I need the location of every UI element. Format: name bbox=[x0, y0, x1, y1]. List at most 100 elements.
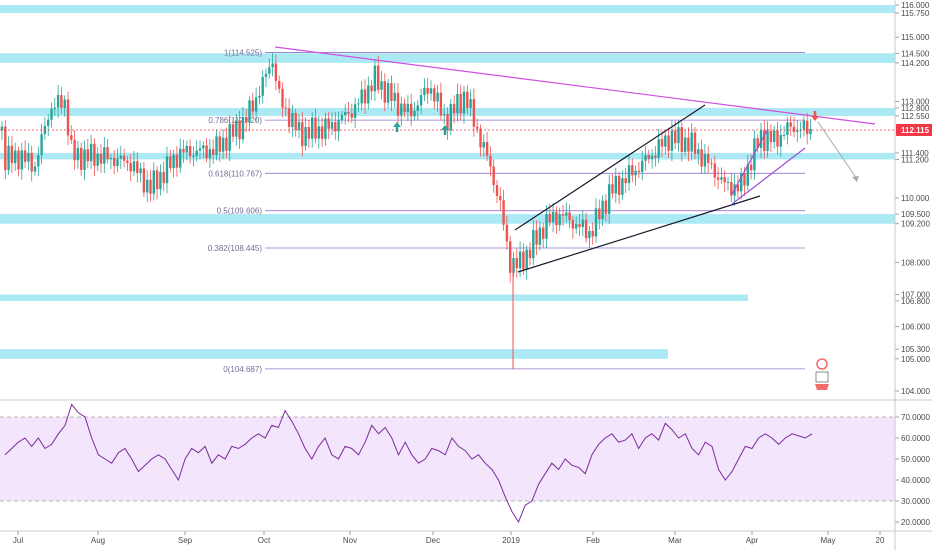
candle-body bbox=[76, 147, 80, 161]
fib-level-label: 0.618(110.767) bbox=[208, 169, 262, 178]
zone-band[interactable] bbox=[0, 214, 895, 224]
candle-body bbox=[690, 132, 693, 152]
candle-body bbox=[162, 171, 165, 184]
candle-body bbox=[50, 108, 53, 120]
candle-body bbox=[650, 155, 654, 160]
drawing-tools[interactable] bbox=[274, 46, 876, 273]
fib-level-label: 0(104.687) bbox=[223, 365, 262, 374]
zone-band[interactable] bbox=[0, 152, 895, 160]
candle-body bbox=[60, 95, 63, 108]
candle-body bbox=[472, 98, 476, 127]
candle-body bbox=[317, 126, 320, 139]
time-axis[interactable]: Jul Aug Sep Oct Nov Dec 2019 Feb Mar Apr May 20 bbox=[13, 531, 885, 545]
candle-body bbox=[113, 157, 116, 167]
candle-body bbox=[707, 154, 710, 163]
candle-body bbox=[680, 127, 683, 152]
candle-body bbox=[377, 65, 380, 90]
wedge-upper-line[interactable] bbox=[731, 128, 769, 195]
candle-body bbox=[647, 155, 650, 160]
channel-lower-line[interactable] bbox=[517, 195, 761, 273]
candle-body bbox=[93, 143, 96, 166]
price-tick-label: 111.200 bbox=[901, 155, 929, 164]
candle-body bbox=[304, 127, 307, 147]
candle-body bbox=[83, 149, 86, 170]
forecast-line[interactable] bbox=[817, 121, 858, 180]
candle-body bbox=[515, 258, 518, 269]
candle-body bbox=[683, 137, 687, 152]
candle-body bbox=[380, 81, 383, 90]
candle-body bbox=[446, 114, 449, 131]
candle-body bbox=[809, 128, 812, 135]
arrow-down-icon[interactable] bbox=[811, 111, 819, 121]
time-tick-label: Aug bbox=[91, 536, 105, 545]
candle-body bbox=[584, 219, 588, 239]
candle-body bbox=[327, 118, 330, 129]
candle-body bbox=[231, 124, 235, 137]
candle-body bbox=[406, 103, 410, 112]
candle-body bbox=[551, 211, 555, 223]
fib-level-label: 0.382(108.445) bbox=[208, 244, 263, 253]
candle-body bbox=[169, 156, 172, 169]
candle-body bbox=[763, 130, 766, 152]
descending-trendline[interactable] bbox=[274, 46, 876, 125]
rsi-line[interactable] bbox=[4, 403, 813, 524]
price-tick-label: 106.800 bbox=[901, 297, 930, 306]
candle-body bbox=[0, 126, 4, 131]
candle-body bbox=[386, 83, 390, 103]
candle-body bbox=[136, 161, 139, 174]
time-tick-label: Apr bbox=[746, 536, 759, 545]
candle-body bbox=[198, 148, 202, 151]
candle-body bbox=[241, 117, 245, 140]
candle-body bbox=[188, 146, 192, 157]
channel-upper-line[interactable] bbox=[514, 104, 706, 231]
wedge-lower-line[interactable] bbox=[731, 147, 806, 205]
candle-body bbox=[710, 162, 713, 164]
candle-body bbox=[429, 88, 433, 94]
rsi-pane[interactable] bbox=[0, 403, 895, 524]
candle-body bbox=[175, 154, 179, 168]
last-price-label: 112.115 bbox=[901, 126, 930, 135]
price-tick-label: 109.200 bbox=[901, 220, 930, 229]
zone-band[interactable] bbox=[0, 294, 748, 301]
candle-body bbox=[746, 164, 749, 186]
candle-body bbox=[634, 170, 637, 176]
candle-body bbox=[660, 139, 664, 147]
candle-body bbox=[294, 113, 297, 130]
candle-body bbox=[703, 154, 707, 167]
candles bbox=[0, 53, 812, 369]
candle-body bbox=[264, 73, 268, 78]
candle-body bbox=[462, 91, 466, 114]
rsi-tick-label: 40.0000 bbox=[901, 476, 930, 485]
candle-body bbox=[132, 161, 136, 172]
candle-body bbox=[4, 126, 7, 171]
candle-body bbox=[245, 117, 248, 123]
rsi-axis[interactable]: 70.0000 60.0000 50.0000 40.0000 30.0000 20.00… bbox=[895, 413, 930, 527]
time-tick-label: 2019 bbox=[502, 536, 520, 545]
zone-band[interactable] bbox=[0, 349, 668, 359]
candle-body bbox=[410, 103, 413, 117]
arrow-up-icon[interactable] bbox=[393, 122, 401, 132]
candle-body bbox=[212, 149, 215, 155]
candle-body bbox=[802, 120, 806, 130]
candle-body bbox=[195, 150, 198, 156]
zone-band[interactable] bbox=[0, 53, 895, 63]
candle-body bbox=[779, 134, 782, 147]
candle-body bbox=[558, 214, 561, 226]
candle-body bbox=[225, 137, 228, 151]
time-tick-label: Sep bbox=[178, 536, 193, 545]
candle-body bbox=[700, 149, 703, 167]
rsi-tick-label: 60.0000 bbox=[901, 434, 930, 443]
candle-body bbox=[528, 249, 532, 259]
candle-body bbox=[601, 200, 604, 220]
candle-body bbox=[670, 130, 674, 151]
candle-body bbox=[614, 175, 617, 194]
candle-body bbox=[792, 126, 796, 132]
candle-body bbox=[251, 100, 254, 112]
zone-band[interactable] bbox=[0, 5, 895, 14]
candle-body bbox=[482, 141, 485, 148]
candle-body bbox=[693, 132, 697, 154]
candle-body bbox=[297, 122, 301, 130]
candle-body bbox=[278, 80, 281, 89]
